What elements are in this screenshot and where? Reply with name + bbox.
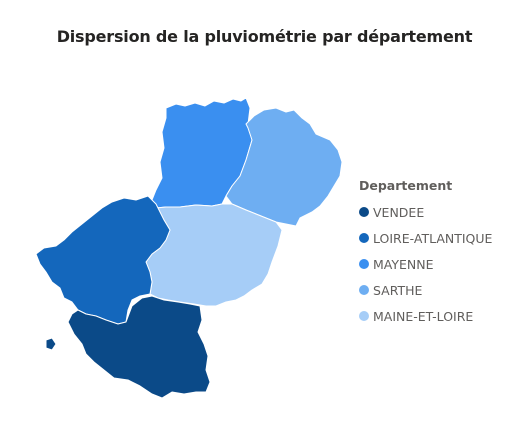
legend-item[interactable]: MAYENNE [359, 251, 492, 277]
region-sarthe[interactable] [225, 107, 343, 227]
region-vendee-island[interactable] [45, 337, 57, 351]
legend-item[interactable]: LOIRE-ATLANTIQUE [359, 225, 492, 251]
legend-label: VENDEE [373, 204, 425, 220]
legend-item[interactable]: SARTHE [359, 277, 492, 303]
chart-title: Dispersion de la pluviométrie par départ… [56, 27, 473, 46]
legend-marker [359, 207, 369, 217]
region-vendee[interactable] [67, 295, 211, 399]
legend-item[interactable]: VENDEE [359, 199, 492, 225]
region-maine-et-loire[interactable] [145, 203, 283, 307]
legend-label: LOIRE-ATLANTIQUE [373, 230, 493, 246]
legend-label: MAYENNE [373, 256, 434, 272]
legend-title: Departement [359, 178, 453, 193]
legend: Departement VENDEE LOIRE-ATLANTIQUE MAYENN… [359, 178, 492, 329]
legend-label: SARTHE [373, 282, 423, 298]
legend-marker [359, 259, 369, 269]
legend-marker [359, 311, 369, 321]
legend-marker [359, 285, 369, 295]
legend-item[interactable]: MAINE-ET-LOIRE [359, 303, 492, 329]
legend-label: MAINE-ET-LOIRE [373, 308, 474, 324]
legend-marker [359, 233, 369, 243]
